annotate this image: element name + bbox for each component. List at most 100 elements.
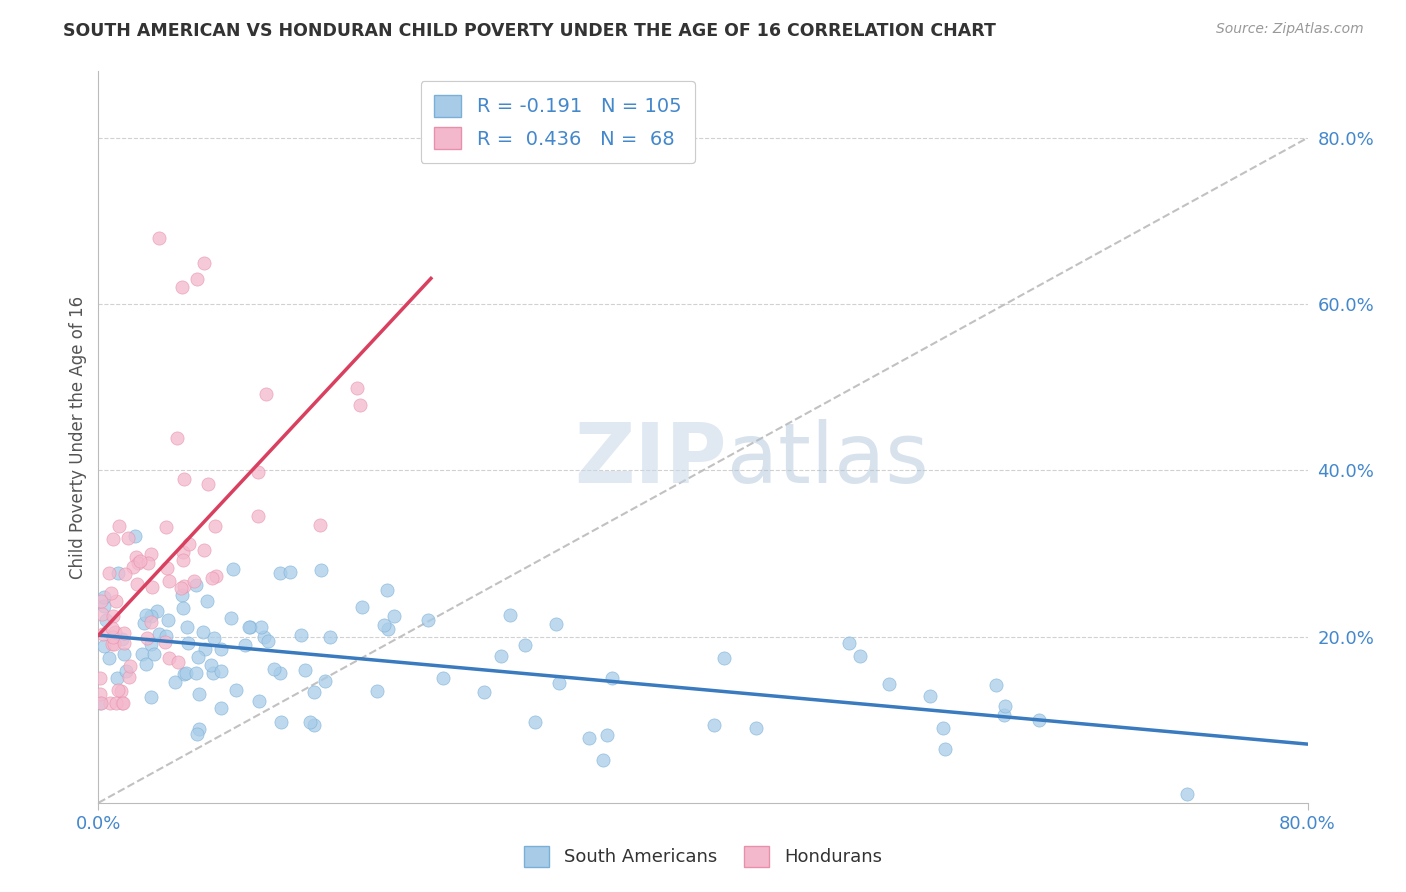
Point <box>148 230 170 244</box>
Point <box>1028 713 1050 727</box>
Point <box>110 683 132 698</box>
Point <box>101 637 124 651</box>
Point <box>278 566 301 580</box>
Point <box>314 674 336 689</box>
Point <box>352 600 374 615</box>
Point <box>173 578 195 592</box>
Point <box>202 631 225 645</box>
Point <box>103 532 125 546</box>
Point <box>269 566 291 580</box>
Point <box>918 690 941 704</box>
Point <box>432 671 454 685</box>
Point <box>366 684 388 698</box>
Point <box>157 574 180 588</box>
Point <box>186 727 208 741</box>
Legend: South Americans, Hondurans: South Americans, Hondurans <box>517 838 889 874</box>
Point <box>118 669 141 683</box>
Point <box>838 636 860 650</box>
Point <box>104 593 127 607</box>
Point <box>90 696 112 710</box>
Point <box>89 671 111 685</box>
Point <box>176 636 198 650</box>
Point <box>194 641 217 656</box>
Point <box>592 753 614 767</box>
Point <box>578 731 600 745</box>
Point <box>848 648 870 663</box>
Point <box>111 696 134 710</box>
Point <box>221 611 243 625</box>
Point <box>167 655 190 669</box>
Point <box>986 678 1008 692</box>
Point <box>157 650 180 665</box>
Point <box>994 699 1017 714</box>
Point <box>294 663 316 677</box>
Point <box>155 635 177 649</box>
Point <box>112 636 135 650</box>
Point <box>418 613 440 627</box>
Point <box>1175 788 1198 802</box>
Point <box>108 519 131 533</box>
Point <box>195 594 218 608</box>
Point <box>172 600 194 615</box>
Point <box>105 671 128 685</box>
Point <box>257 634 280 648</box>
Point <box>187 650 209 665</box>
Point <box>993 708 1015 723</box>
Point <box>91 627 114 641</box>
Point <box>745 721 768 735</box>
Point <box>309 518 332 533</box>
Point <box>148 627 170 641</box>
Point <box>225 683 247 698</box>
Point <box>515 638 537 652</box>
Y-axis label: Child Poverty Under the Age of 16: Child Poverty Under the Age of 16 <box>69 295 87 579</box>
Point <box>141 615 163 629</box>
Point <box>233 638 256 652</box>
Point <box>103 637 125 651</box>
Point <box>187 687 209 701</box>
Point <box>112 626 135 640</box>
Point <box>112 648 135 662</box>
Point <box>209 700 232 714</box>
Point <box>184 578 207 592</box>
Point <box>101 621 124 635</box>
Point <box>247 694 270 708</box>
Point <box>200 658 222 673</box>
Point <box>290 628 312 642</box>
Point <box>174 666 197 681</box>
Point <box>135 657 157 672</box>
Point <box>127 556 149 570</box>
Point <box>270 714 292 729</box>
Point <box>238 620 260 634</box>
Point <box>170 280 193 294</box>
Point <box>141 580 163 594</box>
Point <box>200 571 222 585</box>
Point <box>135 632 157 646</box>
Point <box>100 585 122 599</box>
Point <box>319 630 342 644</box>
Point <box>177 536 200 550</box>
Point <box>96 613 118 627</box>
Point <box>132 616 155 631</box>
Point <box>201 665 224 680</box>
Legend: R = -0.191   N = 105, R =  0.436   N =  68: R = -0.191 N = 105, R = 0.436 N = 68 <box>420 81 695 163</box>
Text: ZIP: ZIP <box>575 418 727 500</box>
Point <box>596 728 619 742</box>
Point <box>111 632 134 646</box>
Point <box>176 620 198 634</box>
Text: atlas: atlas <box>727 418 929 500</box>
Point <box>91 607 114 621</box>
Point <box>193 624 215 639</box>
Point <box>600 671 623 685</box>
Point <box>877 677 900 691</box>
Point <box>135 607 157 622</box>
Point <box>302 685 325 699</box>
Point <box>93 639 115 653</box>
Point <box>170 581 193 595</box>
Point <box>186 665 208 680</box>
Point <box>302 718 325 732</box>
Point <box>499 608 522 623</box>
Point <box>382 609 405 624</box>
Point <box>173 472 195 486</box>
Point <box>104 624 127 639</box>
Point <box>524 714 547 729</box>
